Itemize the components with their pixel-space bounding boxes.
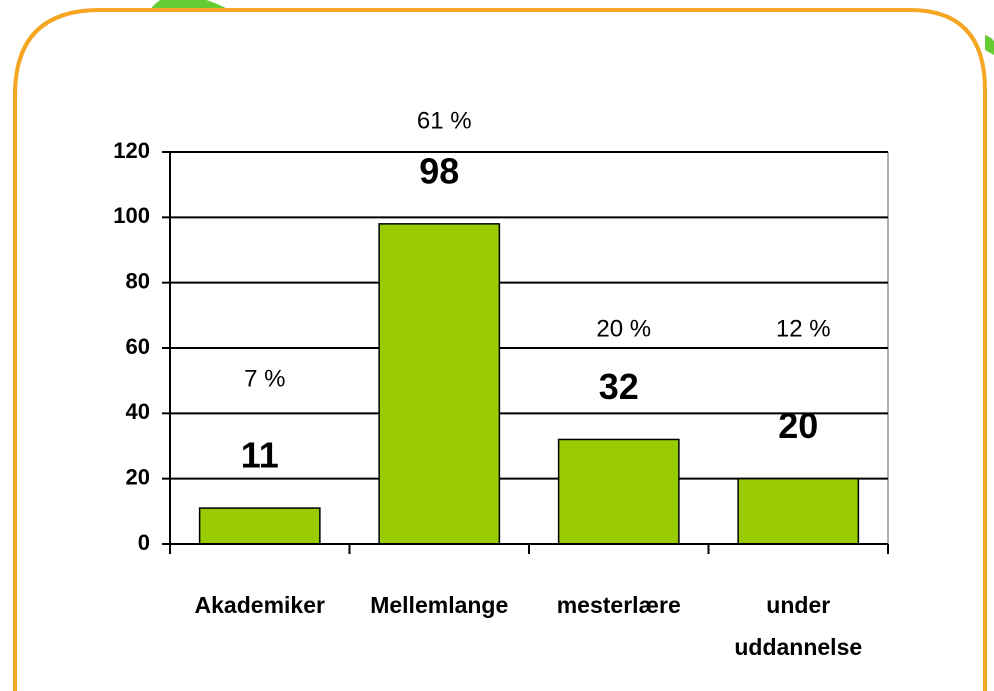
annotation: 12 %	[776, 315, 831, 342]
annotation: 7 %	[244, 365, 285, 392]
annotation: 20 %	[596, 315, 651, 342]
bar	[557, 438, 680, 545]
frame	[13, 8, 987, 691]
x-tick-label: mesterlære	[556, 592, 681, 618]
bar	[378, 223, 501, 545]
value-label: 11	[241, 435, 279, 476]
bar	[198, 507, 321, 545]
y-tick-label: 100	[113, 203, 150, 228]
x-tick-label: under uddannelse	[734, 592, 863, 660]
x-tick-label: Akademiker	[194, 592, 325, 618]
value-label: 32	[599, 366, 639, 407]
x-tick-label: Mellemlange	[370, 592, 509, 618]
y-tick-label: 40	[126, 399, 150, 424]
y-tick-label: 60	[126, 334, 150, 359]
annotation: 61 %	[417, 107, 472, 134]
value-label: 98	[419, 150, 459, 191]
y-tick-label: 20	[126, 464, 150, 489]
decoration	[150, 0, 230, 10]
y-tick-label: 0	[138, 530, 150, 555]
y-tick-label: 120	[113, 138, 150, 163]
decoration	[985, 35, 994, 55]
y-tick-label: 80	[126, 268, 150, 293]
value-label: 20	[778, 405, 818, 446]
bar	[737, 477, 860, 545]
